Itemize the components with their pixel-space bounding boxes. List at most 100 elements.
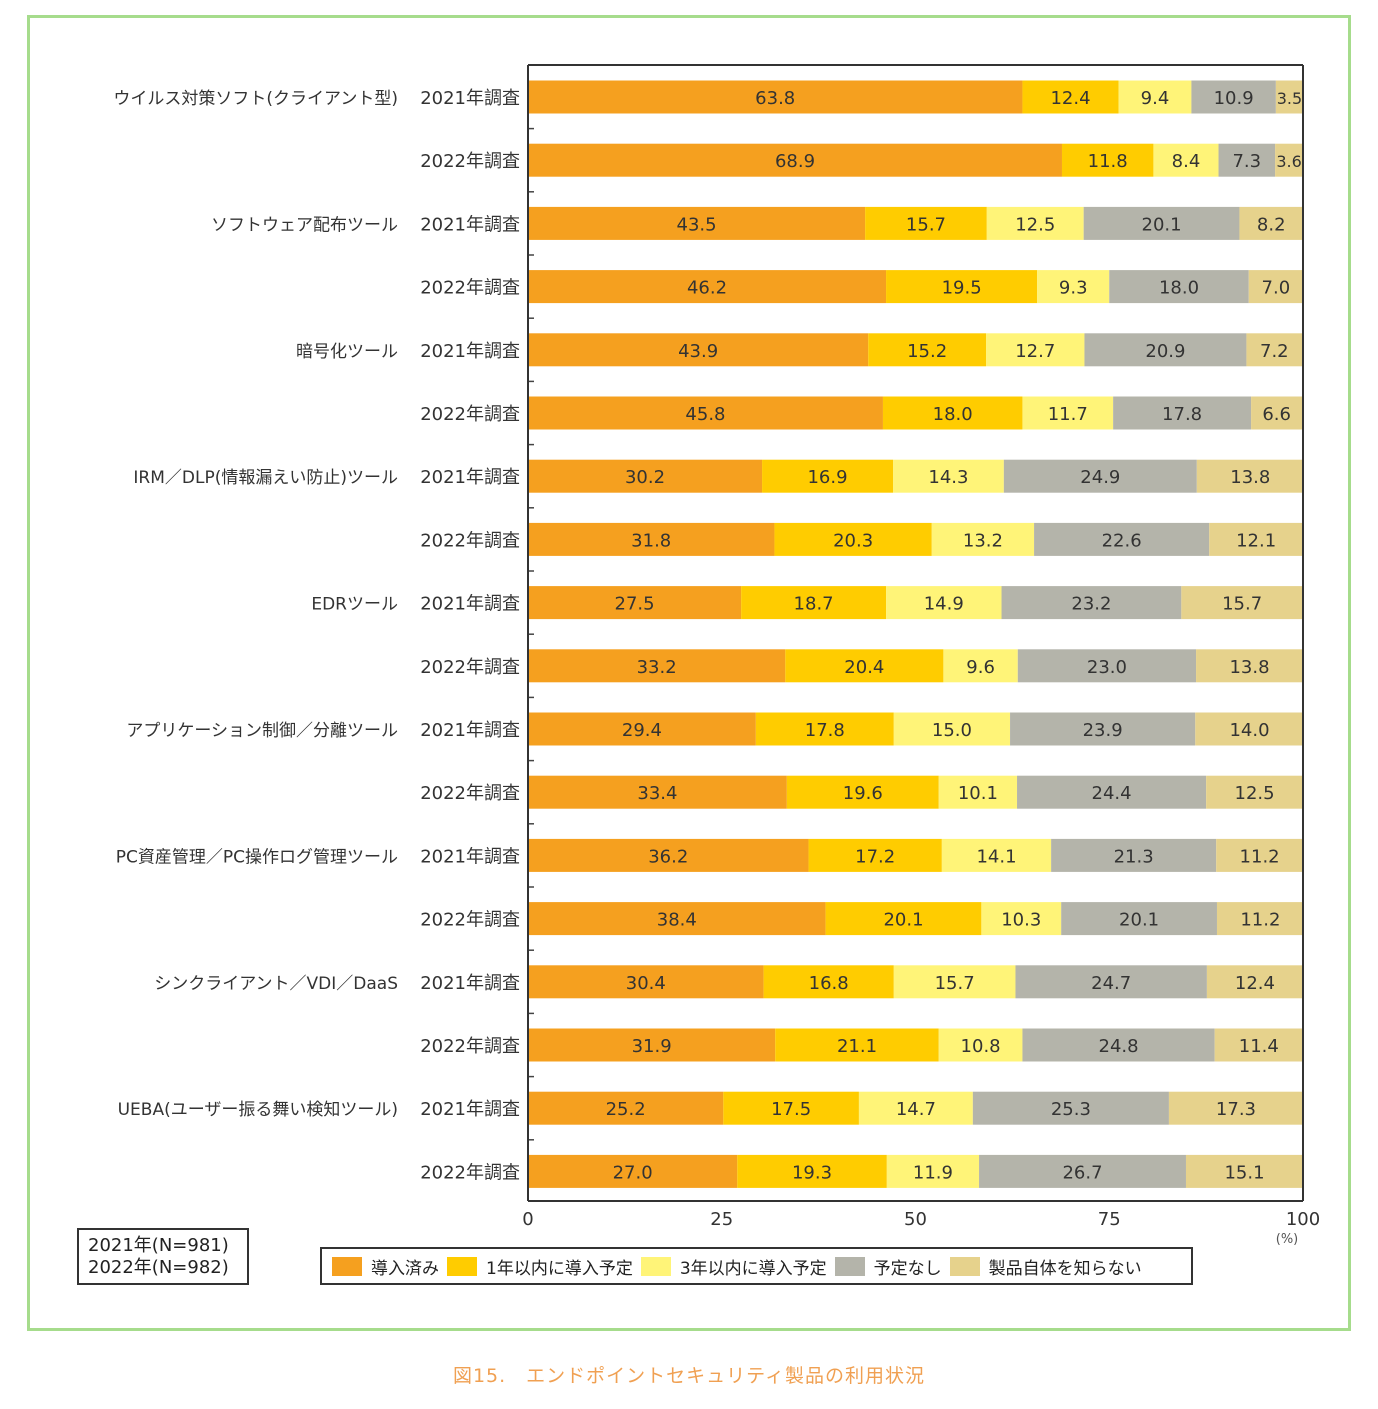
data-label: 17.3 <box>1216 1099 1256 1120</box>
data-label: 10.9 <box>1214 88 1254 109</box>
data-label: 30.2 <box>625 467 665 488</box>
bar-segment <box>1084 333 1247 367</box>
data-label: 17.5 <box>771 1099 811 1120</box>
year-label: 2022年調査 <box>420 1036 520 1057</box>
category-label: ウイルス対策ソフト(クライアント型) <box>113 89 398 109</box>
legend-swatch <box>834 1256 865 1276</box>
figure-caption: 図15. エンドポイントセキュリティ製品の利用状況 <box>452 1365 926 1387</box>
bar-segment <box>1083 206 1240 240</box>
year-label: 2021年調査 <box>420 973 520 994</box>
data-label: 29.4 <box>622 720 662 741</box>
bar-segment <box>1061 143 1154 177</box>
data-label: 15.2 <box>907 341 947 362</box>
bar-segment <box>1185 1154 1303 1188</box>
bar-segment <box>1003 459 1197 493</box>
bar-segment <box>723 1091 859 1125</box>
data-label: 68.9 <box>775 151 815 172</box>
bar-segment <box>762 459 894 493</box>
data-label: 30.4 <box>626 973 666 994</box>
legend-swatch <box>640 1256 671 1276</box>
bar-segment <box>1248 270 1303 304</box>
data-label: 43.9 <box>678 341 718 362</box>
data-label: 10.3 <box>1001 910 1041 931</box>
chart-frame <box>27 15 1351 1331</box>
bar-segment <box>786 775 939 809</box>
bar-segment <box>737 1154 887 1188</box>
data-label: 8.2 <box>1257 214 1286 235</box>
bar-segment <box>893 459 1004 493</box>
bar-segment <box>886 1154 980 1188</box>
category-label: アプリケーション制御／分離ツール <box>126 721 398 741</box>
data-label: 24.4 <box>1092 783 1132 804</box>
year-label: 2022年調査 <box>420 278 520 299</box>
bar-segment <box>1214 1028 1303 1062</box>
x-tick-label: 0 <box>522 1209 533 1230</box>
bar-segment <box>1239 206 1303 240</box>
bar-segment <box>1153 143 1219 177</box>
data-label: 17.8 <box>1162 404 1202 425</box>
data-label: 15.7 <box>1222 594 1262 615</box>
bar-segment <box>528 143 1062 177</box>
bar-segment <box>893 965 1016 999</box>
data-label: 23.9 <box>1083 720 1123 741</box>
bar-segment <box>1196 649 1303 683</box>
data-label: 20.3 <box>833 530 873 551</box>
bar-segment <box>1206 775 1303 809</box>
data-label: 14.9 <box>924 594 964 615</box>
bar-segment <box>941 838 1052 872</box>
bar-segment <box>528 649 786 683</box>
bar-segment <box>1010 712 1196 746</box>
year-label: 2021年調査 <box>420 720 520 741</box>
legend: 導入済み 1年以内に導入予定 3年以内に導入予定 予定なし 製品自体を知らない <box>320 1247 1193 1285</box>
legend-label: 3年以内に導入予定 <box>679 1258 827 1279</box>
bar-segment <box>1022 396 1114 430</box>
legend-item-within-1-year: 1年以内に導入予定 <box>447 1254 633 1279</box>
data-label: 13.8 <box>1230 467 1270 488</box>
data-label: 33.2 <box>637 657 677 678</box>
data-label: 9.4 <box>1141 88 1170 109</box>
sample-size-box: 2021年(N=981) 2022年(N=982) <box>77 1228 249 1285</box>
data-label: 46.2 <box>687 278 727 299</box>
data-label: 3.6 <box>1276 152 1301 171</box>
bar-segment <box>1275 80 1303 114</box>
data-label: 15.1 <box>1224 1162 1264 1183</box>
data-label: 15.0 <box>932 720 972 741</box>
bar-segment <box>979 1154 1186 1188</box>
bar-segment <box>1195 712 1304 746</box>
year-label: 2022年調査 <box>420 910 520 931</box>
bar-segment <box>893 712 1011 746</box>
sample-size-2022: 2022年(N=982) <box>88 1257 229 1278</box>
bar-segment <box>1275 143 1303 177</box>
bar-segment <box>528 1028 776 1062</box>
bar-segment <box>1109 270 1249 304</box>
data-label: 12.4 <box>1235 973 1275 994</box>
bar-segment <box>986 206 1084 240</box>
legend-label: 導入済み <box>371 1258 439 1279</box>
data-label: 27.5 <box>615 594 655 615</box>
legend-label: 製品自体を知らない <box>988 1258 1142 1279</box>
category-label: ソフトウェア配布ツール <box>211 215 398 235</box>
data-label: 43.5 <box>677 214 717 235</box>
year-label: 2021年調査 <box>420 467 520 488</box>
bar-segment <box>785 649 944 683</box>
bar-segment <box>1022 80 1119 114</box>
bar-segment <box>1216 902 1304 936</box>
bar-segment <box>528 712 756 746</box>
bar-segment <box>763 965 894 999</box>
data-label: 21.3 <box>1114 846 1154 867</box>
data-label: 24.8 <box>1099 1036 1139 1057</box>
data-label: 19.3 <box>792 1162 832 1183</box>
legend-item-unknown: 製品自体を知らない <box>949 1254 1142 1279</box>
bar-segment <box>1196 459 1304 493</box>
data-label: 12.7 <box>1015 341 1055 362</box>
bar-segment <box>1251 396 1303 430</box>
data-label: 63.8 <box>755 88 795 109</box>
bar-segment <box>528 206 866 240</box>
data-label: 20.1 <box>1119 910 1159 931</box>
data-label: 31.9 <box>632 1036 672 1057</box>
bar-segment <box>528 459 763 493</box>
year-label: 2021年調査 <box>420 1099 520 1120</box>
bar-segment <box>1001 586 1182 620</box>
bar-segment <box>886 270 1038 304</box>
